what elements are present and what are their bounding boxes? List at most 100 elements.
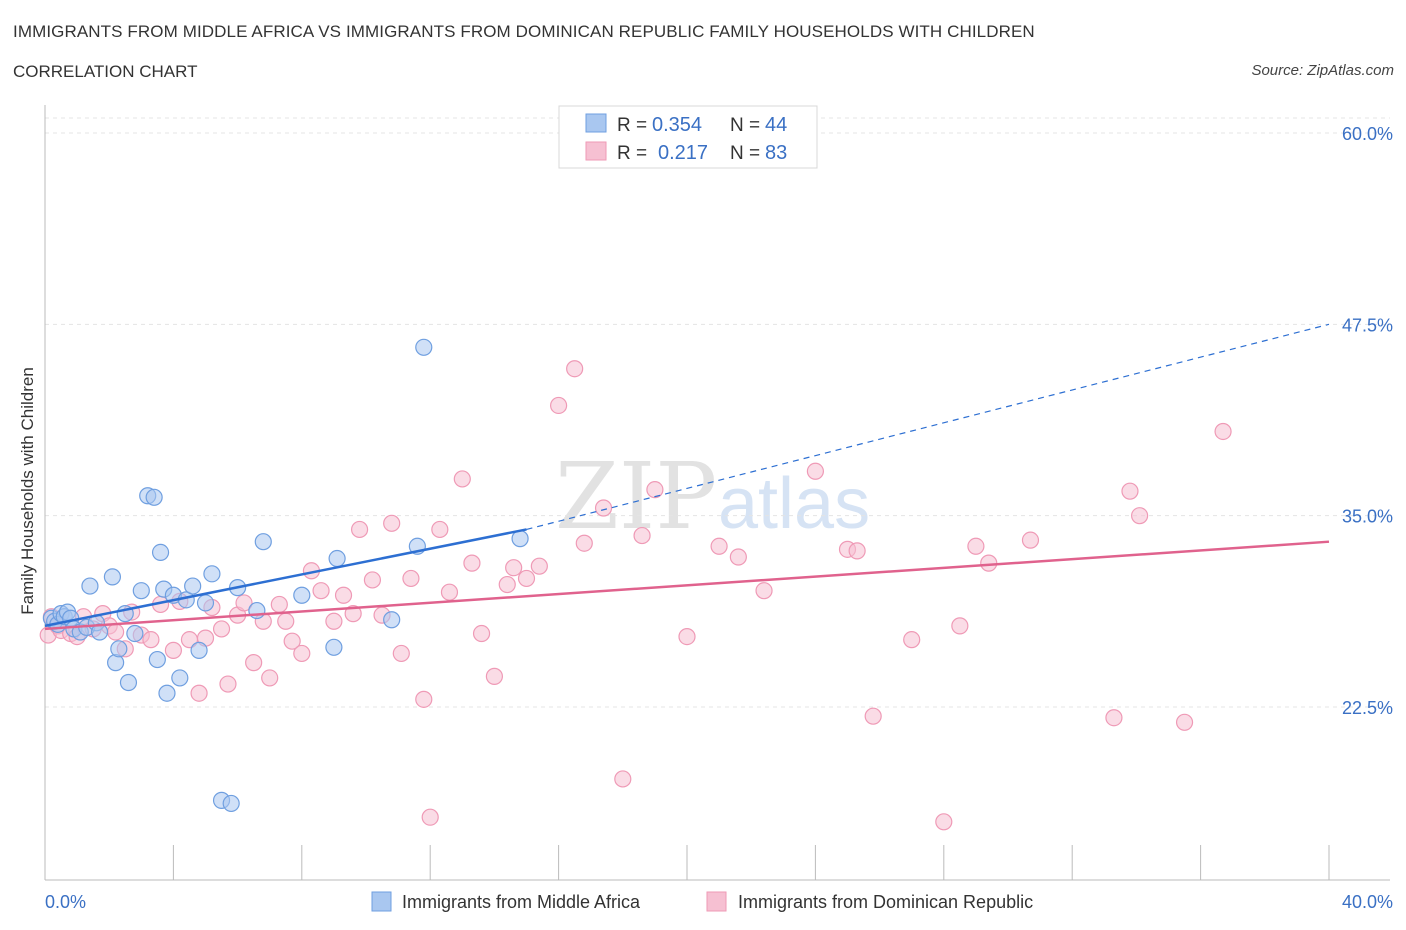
point-middle-africa <box>203 565 221 583</box>
stats-n-label-1: N = <box>730 143 760 164</box>
point-dominican-republic <box>402 569 420 588</box>
point-dominican-republic <box>1121 482 1139 500</box>
point-dominican-republic <box>710 537 728 555</box>
point-middle-africa <box>119 673 138 692</box>
point-middle-africa <box>126 624 144 643</box>
data-points <box>39 338 1232 831</box>
point-dominican-republic <box>334 586 353 604</box>
series-legend-label-1: Immigrants from Dominican Republic <box>738 892 1033 912</box>
axes <box>44 105 1390 881</box>
point-dominican-republic <box>350 520 369 539</box>
point-dominican-republic <box>633 526 651 545</box>
point-middle-africa <box>103 568 122 586</box>
point-middle-africa <box>110 640 128 658</box>
stats-r-value-1: 0.217 <box>658 142 708 164</box>
point-dominican-republic <box>283 632 301 650</box>
point-dominican-republic <box>980 554 998 572</box>
point-middle-africa <box>158 684 176 702</box>
point-dominican-republic <box>498 575 516 594</box>
point-dominican-republic <box>806 462 825 480</box>
point-dominican-republic <box>277 612 295 630</box>
trend-line-dominican-republic <box>44 540 1330 631</box>
point-dominican-republic <box>212 620 231 638</box>
point-middle-africa <box>415 338 433 356</box>
point-dominican-republic <box>566 360 584 378</box>
point-dominican-republic <box>903 631 921 649</box>
series-legend-swatch-blue <box>371 891 392 912</box>
chart-subtitle: CORRELATION CHART <box>13 62 198 81</box>
stats-r-value-0: 0.354 <box>652 114 702 136</box>
stats-r-label-0: R = <box>617 115 647 136</box>
point-dominican-republic <box>1105 709 1123 727</box>
point-middle-africa <box>325 638 343 656</box>
y-tick-label-3: 22.5% <box>1342 698 1393 718</box>
point-dominican-republic <box>219 675 237 693</box>
point-dominican-republic <box>463 554 481 572</box>
stats-legend-swatch-pink <box>585 141 607 161</box>
stats-legend-swatch-blue <box>585 113 607 133</box>
point-dominican-republic <box>575 534 593 552</box>
point-dominican-republic <box>505 559 523 577</box>
point-dominican-republic <box>967 537 985 555</box>
point-middle-africa <box>222 794 240 813</box>
point-dominican-republic <box>440 583 459 601</box>
trend-lines <box>44 323 1330 631</box>
point-middle-africa <box>190 641 208 659</box>
point-middle-africa <box>196 594 215 612</box>
point-middle-africa <box>254 533 272 551</box>
y-tick-label-2: 35.0% <box>1342 507 1393 527</box>
x-tick-labels: 0.0% 40.0% <box>45 892 1393 912</box>
point-dominican-republic <box>951 617 969 635</box>
point-dominican-republic <box>453 470 471 488</box>
point-dominican-republic <box>312 582 330 600</box>
stats-n-value-0: 44 <box>765 114 787 136</box>
trend-line-middle-africa-extension <box>526 323 1330 531</box>
x-tick-label-1: 40.0% <box>1342 892 1393 912</box>
point-dominican-republic <box>530 557 548 575</box>
point-dominican-republic <box>1021 531 1040 549</box>
y-tick-labels: 60.0% 47.5% 35.0% 22.5% <box>1342 124 1393 718</box>
point-dominican-republic <box>755 582 773 600</box>
chart-title: IMMIGRANTS FROM MIDDLE AFRICA VS IMMIGRA… <box>13 22 1035 41</box>
point-dominican-republic <box>383 514 401 532</box>
point-dominican-republic <box>261 669 279 687</box>
point-dominican-republic <box>293 644 311 663</box>
series-legend-swatch-pink <box>706 891 727 912</box>
point-dominican-republic <box>1131 507 1149 525</box>
point-middle-africa <box>148 650 166 669</box>
stats-n-value-1: 83 <box>765 142 787 164</box>
point-middle-africa <box>171 669 189 687</box>
point-middle-africa <box>184 577 202 595</box>
point-dominican-republic <box>344 605 362 623</box>
point-dominican-republic <box>549 396 568 415</box>
point-dominican-republic <box>646 481 664 499</box>
point-dominican-republic <box>142 631 160 649</box>
point-dominican-republic <box>594 499 613 517</box>
point-middle-africa <box>293 586 311 604</box>
y-axis-title: Family Households with Children <box>18 367 37 615</box>
stats-r-label-1: R = <box>617 143 647 164</box>
point-dominican-republic <box>472 624 491 643</box>
stats-n-label-0: N = <box>730 115 760 136</box>
x-tick-label-0: 0.0% <box>45 892 86 912</box>
watermark-atlas: atlas <box>718 464 870 544</box>
point-dominican-republic <box>107 623 125 641</box>
point-dominican-republic <box>848 542 866 560</box>
point-dominican-republic <box>164 641 182 659</box>
point-dominican-republic <box>235 594 253 612</box>
stats-legend: R = 0.354 N = 44 R = 0.217 N = 83 <box>558 105 818 169</box>
point-dominican-republic <box>517 569 536 588</box>
y-tick-label-1: 47.5% <box>1342 315 1393 335</box>
point-dominican-republic <box>935 813 953 831</box>
point-dominican-republic <box>421 808 439 826</box>
point-middle-africa <box>81 577 99 595</box>
point-dominican-republic <box>1175 713 1194 731</box>
gridlines <box>45 117 1390 708</box>
point-dominican-republic <box>729 548 747 566</box>
point-dominican-republic <box>485 667 503 685</box>
point-dominican-republic <box>325 612 343 630</box>
point-middle-africa <box>145 488 163 506</box>
series-legend-label-0: Immigrants from Middle Africa <box>402 892 641 912</box>
point-dominican-republic <box>190 684 208 702</box>
